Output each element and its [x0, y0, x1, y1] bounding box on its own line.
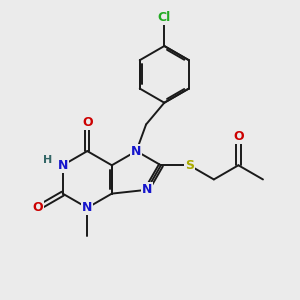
- Text: Cl: Cl: [158, 11, 171, 24]
- Text: O: O: [82, 116, 93, 129]
- Text: O: O: [233, 130, 244, 143]
- Text: N: N: [142, 183, 152, 196]
- Text: N: N: [58, 159, 68, 172]
- Text: S: S: [185, 159, 194, 172]
- Text: N: N: [82, 201, 92, 214]
- Text: O: O: [33, 201, 44, 214]
- Text: H: H: [43, 155, 52, 165]
- Text: N: N: [131, 145, 142, 158]
